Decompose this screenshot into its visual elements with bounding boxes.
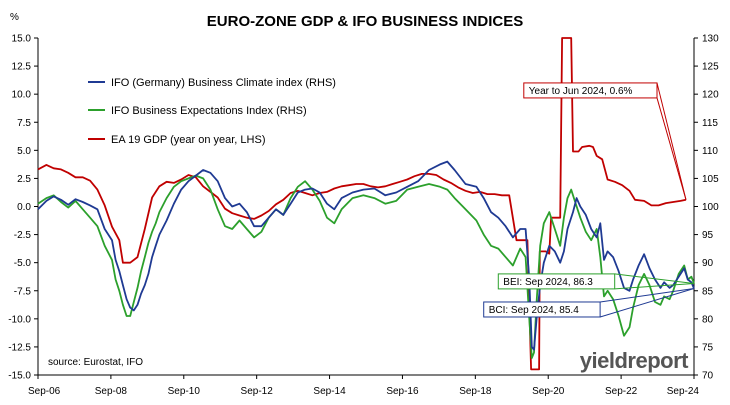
left-tick-label: 2.5 <box>17 174 31 185</box>
x-tick-label: Sep-10 <box>168 386 201 397</box>
x-tick-label: Sep-20 <box>532 386 565 397</box>
annotation-layer: Year to Jun 2024, 0.6% BEI: Sep 2024, 86.… <box>483 82 695 318</box>
legend-label-2: EA 19 GDP (year on year, LHS) <box>111 134 265 146</box>
x-tick-label: Sep-12 <box>241 386 274 397</box>
left-tick-label: 10.0 <box>12 90 32 101</box>
x-tick-label: Sep-18 <box>459 386 492 397</box>
right-tick-label: 70 <box>702 371 714 382</box>
chart-title: EURO-ZONE GDP & IFO BUSINESS INDICES <box>207 13 523 30</box>
annotation-leader-upper <box>614 273 695 284</box>
right-tick-label: 125 <box>702 62 719 73</box>
x-tick-label: Sep-06 <box>28 386 61 397</box>
right-tick-label: 130 <box>702 34 719 45</box>
annotation-leader-upper <box>656 82 687 200</box>
x-tick-label: Sep-24 <box>667 386 700 397</box>
left-tick-label: 0.0 <box>17 202 31 213</box>
right-tick-label: 110 <box>702 146 718 157</box>
left-tick-label: -15.0 <box>8 371 31 382</box>
x-tick-label: Sep-16 <box>386 386 419 397</box>
source-note: source: Eurostat, IFO <box>48 357 143 368</box>
left-tick-label: 7.5 <box>17 118 31 129</box>
left-tick-label: 12.5 <box>12 62 32 73</box>
x-tick-label: Sep-22 <box>605 386 638 397</box>
annotation-leader-upper <box>600 288 695 303</box>
legend-label-0: IFO (Germany) Business Climate index (RH… <box>111 77 336 89</box>
right-tick-label: 115 <box>702 118 718 129</box>
right-tick-label: 105 <box>702 174 719 185</box>
watermark-text: yieldreport <box>580 348 689 373</box>
annotation-leader-lower <box>599 288 695 318</box>
left-tick-label: -2.5 <box>14 230 32 241</box>
right-tick-label: 75 <box>702 342 714 353</box>
right-tick-label: 100 <box>702 202 719 213</box>
legend-label-1: IFO Business Expectations Index (RHS) <box>111 105 307 117</box>
left-tick-label: -10.0 <box>8 314 31 325</box>
watermark-logo: yieldreport <box>580 348 690 373</box>
left-tick-label: -5.0 <box>14 258 32 269</box>
annotation-label: BCI: Sep 2024, 85.4 <box>489 305 580 316</box>
x-tick-label: Sep-08 <box>95 386 128 397</box>
right-tick-label: 95 <box>702 230 714 241</box>
x-tick-label: Sep-14 <box>313 386 346 397</box>
annotation-box <box>497 273 616 290</box>
annotation-label: BEI: Sep 2024, 86.3 <box>503 277 593 288</box>
right-tick-label: 85 <box>702 286 714 297</box>
series-line-0 <box>37 160 695 351</box>
left-tick-label: -7.5 <box>14 286 32 297</box>
series-line-2 <box>37 37 687 371</box>
annotation-label: Year to Jun 2024, 0.6% <box>529 86 633 97</box>
annotation-box <box>523 82 658 99</box>
right-tick-label: 80 <box>702 314 714 325</box>
series-layer <box>37 37 695 371</box>
series-line-1 <box>37 174 695 359</box>
annotation-leader-lower <box>614 282 695 290</box>
right-tick-label: 90 <box>702 258 714 269</box>
left-tick-label: 5.0 <box>17 146 31 157</box>
legend: IFO (Germany) Business Climate index (RH… <box>88 77 336 146</box>
left-tick-label: -12.5 <box>8 342 31 353</box>
left-tick-label: 15.0 <box>12 34 32 45</box>
annotation-box <box>483 301 601 318</box>
right-tick-label: 120 <box>702 90 719 101</box>
left-axis-unit: % <box>10 12 19 23</box>
axes-layer: 15.0 12.5 10.0 7.5 5.0 2.5 0.0 -2.5 -5.0 -7.5 -10.… <box>8 34 719 398</box>
annotation-leader-lower <box>656 97 687 200</box>
